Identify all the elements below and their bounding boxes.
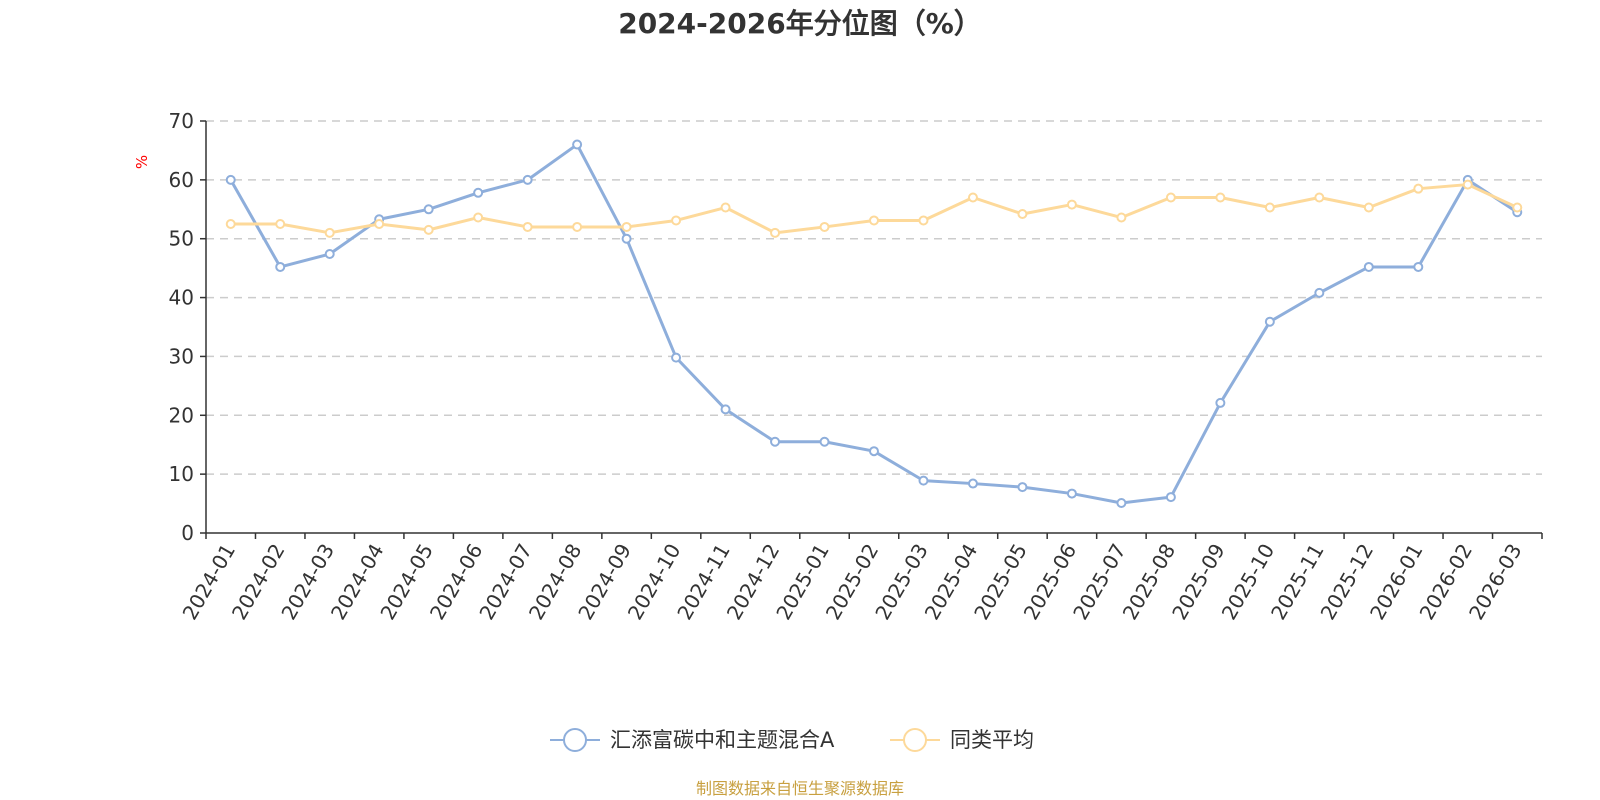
y-tick-label: 50: [169, 227, 194, 251]
data-point[interactable]: [1215, 192, 1226, 203]
data-point[interactable]: [1314, 192, 1325, 203]
data-point[interactable]: [967, 478, 978, 489]
data-point[interactable]: [1165, 492, 1176, 503]
y-tick-label: 20: [169, 403, 194, 427]
legend-label: 同类平均: [950, 728, 1034, 752]
data-point[interactable]: [671, 352, 682, 363]
data-point[interactable]: [1066, 488, 1077, 499]
data-point[interactable]: [1462, 179, 1473, 190]
data-point[interactable]: [770, 436, 781, 447]
data-point[interactable]: [720, 404, 731, 415]
data-point[interactable]: [1512, 202, 1523, 213]
data-point[interactable]: [572, 221, 583, 232]
data-point[interactable]: [967, 192, 978, 203]
data-point[interactable]: [770, 227, 781, 238]
legend-label: 汇添富碳中和主题混合A: [610, 728, 835, 752]
y-tick-label: 60: [169, 168, 194, 192]
y-tick-label: 10: [169, 462, 194, 486]
data-point[interactable]: [423, 224, 434, 235]
series-2: [225, 179, 1523, 238]
data-point[interactable]: [522, 174, 533, 185]
data-point[interactable]: [1215, 397, 1226, 408]
chart-title: 2024-2026年分位图（%）: [618, 7, 982, 40]
y-tick-label: 40: [169, 286, 194, 310]
legend-item-1[interactable]: 汇添富碳中和主题混合A: [550, 728, 835, 752]
axes: 0102030405060702024-012024-022024-032024…: [169, 109, 1543, 624]
y-tick-label: 0: [181, 521, 194, 545]
data-point[interactable]: [918, 475, 929, 486]
series-1: [225, 139, 1523, 508]
data-point[interactable]: [324, 227, 335, 238]
data-point[interactable]: [621, 233, 632, 244]
y-axis-unit: %: [133, 155, 151, 169]
data-point[interactable]: [1165, 192, 1176, 203]
data-point[interactable]: [1363, 202, 1374, 213]
data-source-note: 制图数据来自恒生聚源数据库: [696, 779, 904, 798]
grid-lines: [206, 120, 1542, 475]
data-point[interactable]: [473, 187, 484, 198]
data-point[interactable]: [275, 219, 286, 229]
data-point[interactable]: [819, 221, 830, 232]
data-point[interactable]: [819, 436, 830, 447]
data-point[interactable]: [1066, 199, 1077, 210]
data-point[interactable]: [1017, 482, 1028, 493]
data-point[interactable]: [869, 446, 879, 457]
legend-marker-icon: [903, 728, 927, 752]
data-point[interactable]: [572, 139, 583, 150]
data-point[interactable]: [1017, 208, 1028, 219]
series-lines: [225, 139, 1523, 508]
data-point[interactable]: [522, 221, 533, 232]
data-point[interactable]: [225, 219, 236, 229]
data-point[interactable]: [374, 219, 385, 229]
data-point[interactable]: [275, 261, 286, 272]
data-point[interactable]: [1264, 202, 1275, 213]
data-point[interactable]: [671, 215, 682, 226]
y-tick-label: 30: [169, 344, 194, 368]
data-point[interactable]: [423, 204, 434, 215]
data-point[interactable]: [1363, 261, 1374, 272]
data-point[interactable]: [1413, 183, 1424, 194]
legend[interactable]: 汇添富碳中和主题混合A 同类平均: [550, 728, 1034, 752]
data-point[interactable]: [1116, 212, 1127, 223]
data-point[interactable]: [869, 215, 879, 226]
data-point[interactable]: [720, 202, 731, 213]
data-point[interactable]: [621, 221, 632, 232]
data-point[interactable]: [1264, 316, 1275, 327]
data-point[interactable]: [473, 212, 484, 223]
data-point[interactable]: [1314, 287, 1325, 298]
data-point[interactable]: [918, 215, 929, 226]
data-point[interactable]: [324, 249, 335, 260]
y-tick-label: 70: [169, 109, 194, 133]
data-point[interactable]: [225, 174, 236, 185]
data-point[interactable]: [1116, 497, 1127, 508]
legend-item-2[interactable]: 同类平均: [890, 728, 1034, 752]
legend-marker-icon: [563, 728, 587, 752]
data-point[interactable]: [1413, 261, 1424, 272]
